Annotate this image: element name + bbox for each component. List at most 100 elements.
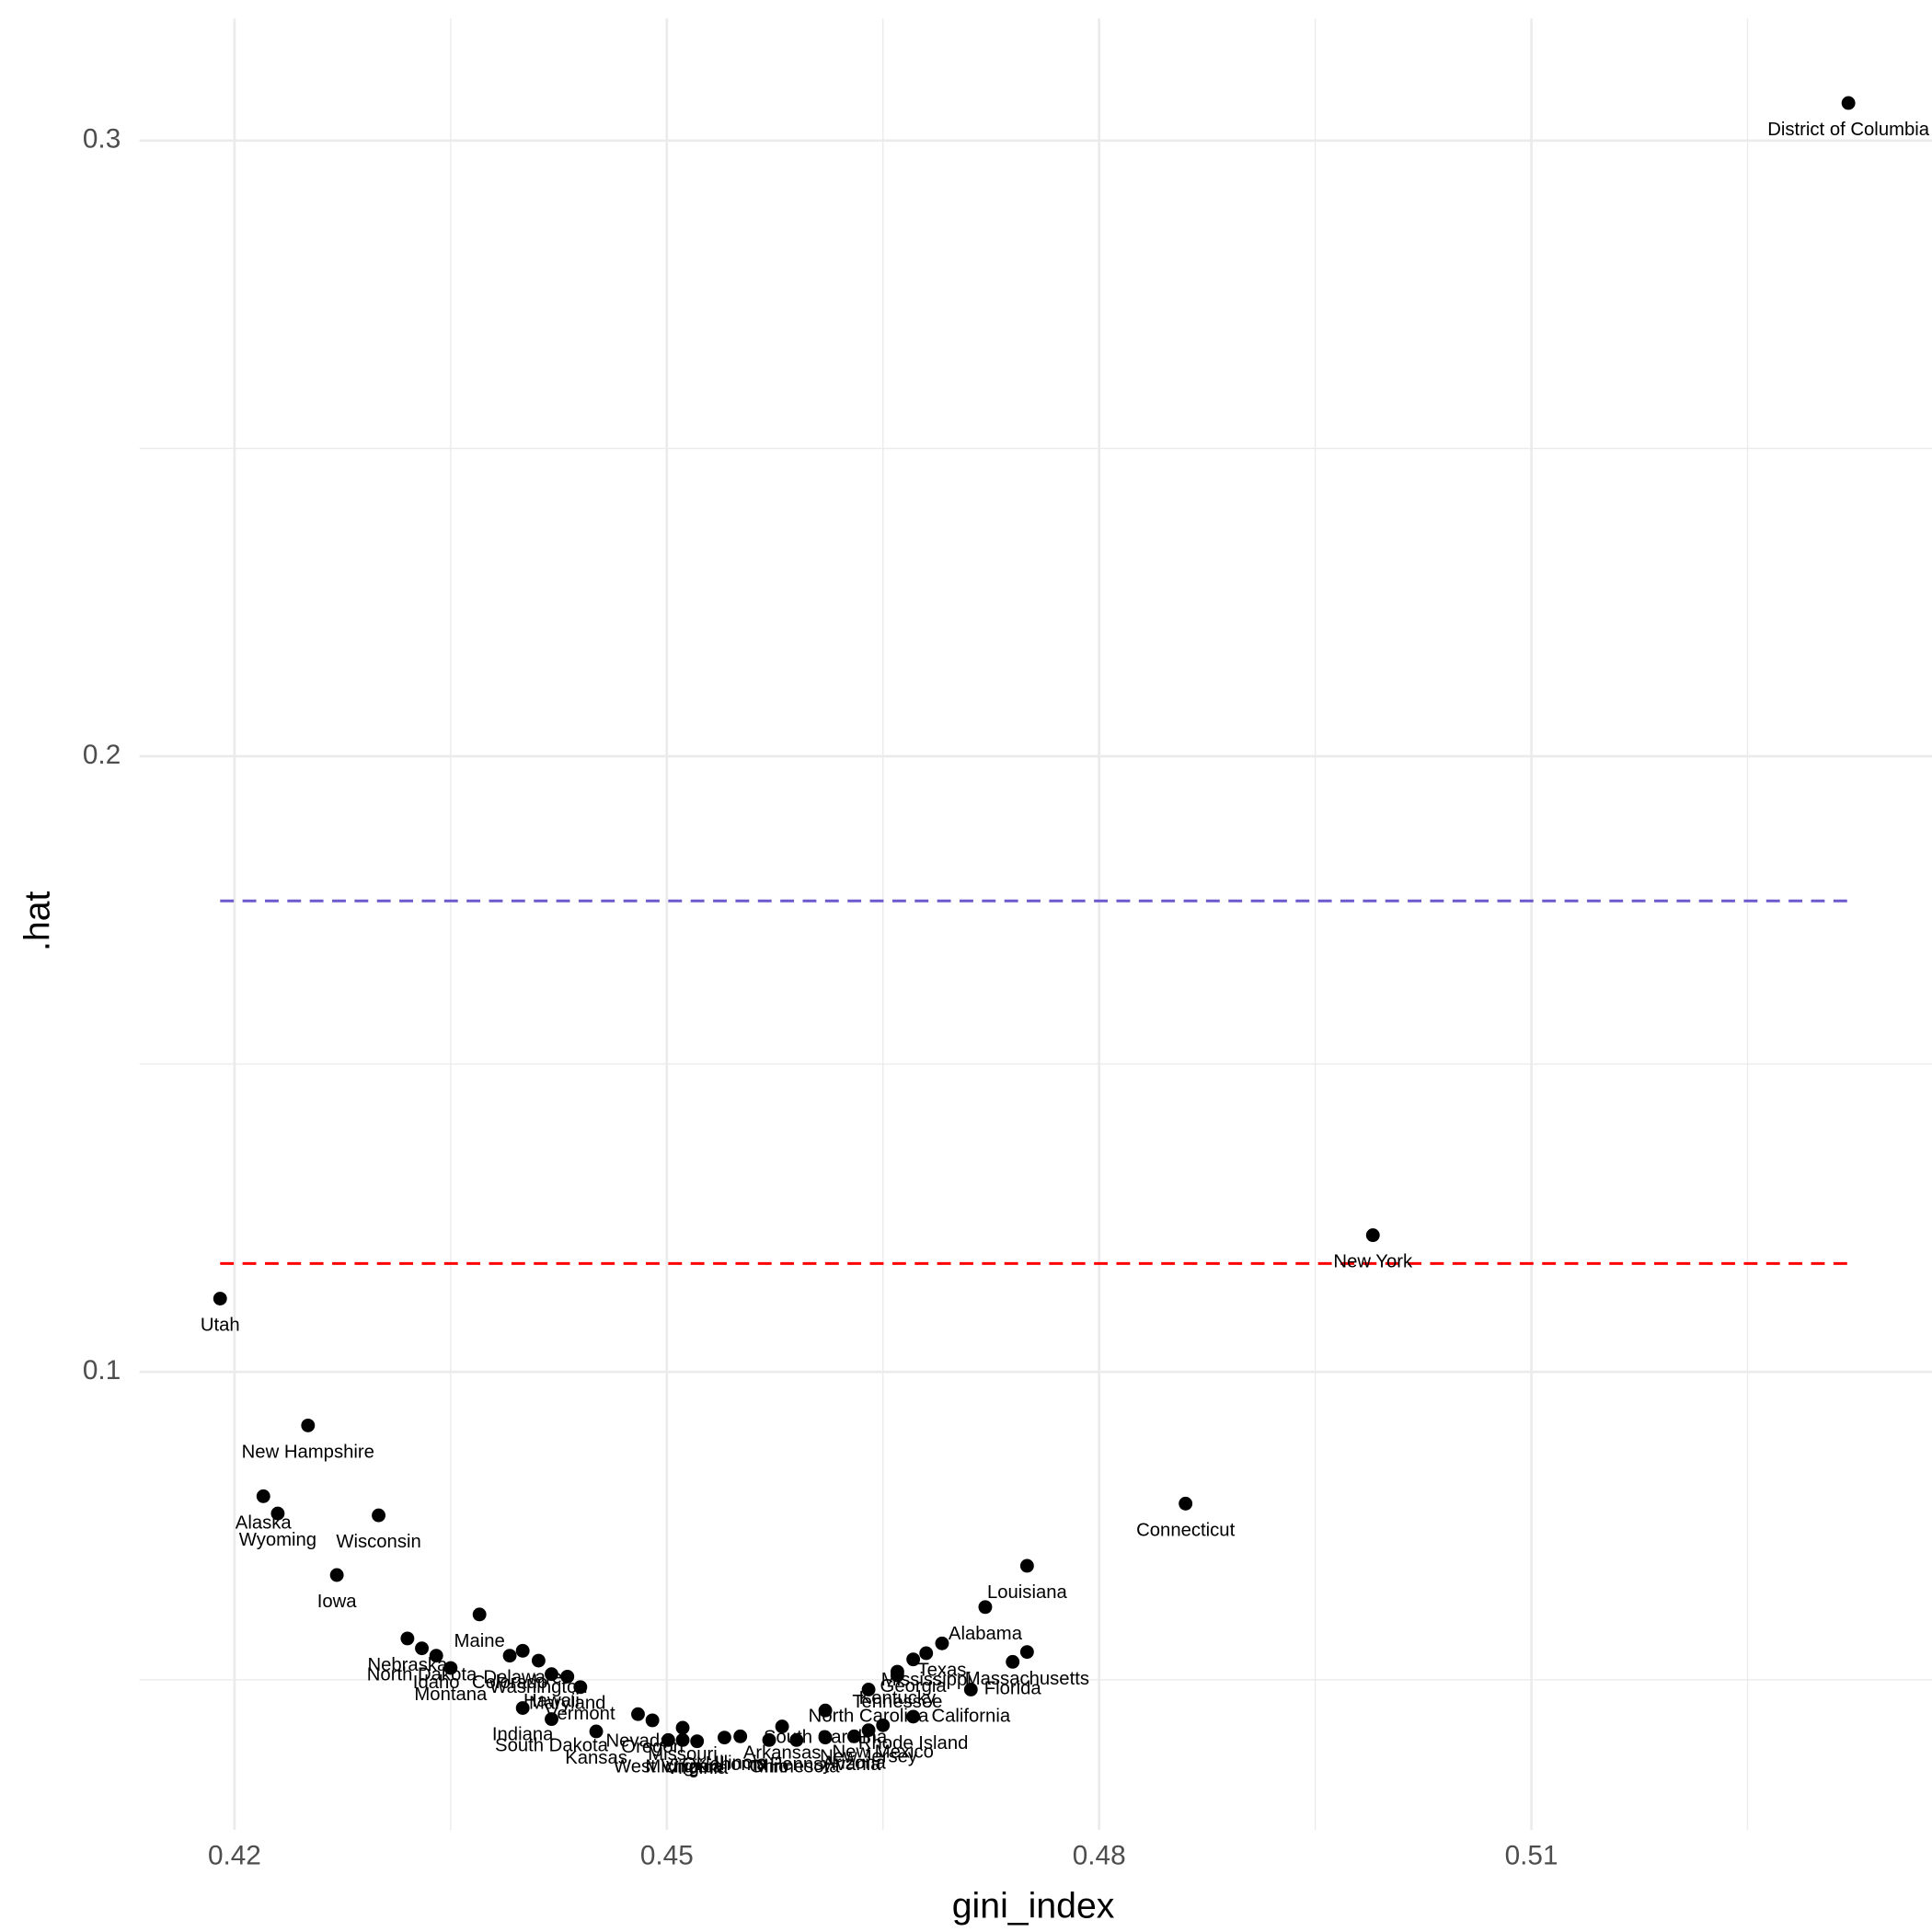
- point-label: North Carolina: [809, 1707, 929, 1727]
- point: [531, 1653, 546, 1668]
- x-tick-label: 0.45: [640, 1841, 694, 1871]
- point: [589, 1724, 604, 1739]
- point-label: Idaho: [413, 1673, 460, 1693]
- point-label: Tennessee: [852, 1692, 942, 1712]
- point-label: Florida: [984, 1678, 1042, 1698]
- point: [472, 1607, 487, 1622]
- point-label: Ohio: [750, 1756, 789, 1777]
- point: [846, 1729, 861, 1743]
- point: [443, 1661, 458, 1675]
- point-label: Massachusetts: [965, 1669, 1089, 1689]
- point: [372, 1508, 385, 1523]
- point: [1006, 1654, 1020, 1669]
- x-axis-title: gini_index: [952, 1886, 1115, 1926]
- point-label: Delaware: [483, 1667, 562, 1687]
- point-label: Alabama: [949, 1624, 1023, 1644]
- point: [515, 1701, 530, 1715]
- point-label: Georgia: [880, 1676, 948, 1696]
- point: [935, 1636, 949, 1650]
- point-label: Michigan: [645, 1756, 719, 1777]
- point: [545, 1712, 558, 1727]
- point-label: Minnesota: [753, 1756, 840, 1777]
- point: [718, 1731, 731, 1745]
- point: [890, 1668, 904, 1683]
- point: [978, 1600, 993, 1615]
- point-label: District of Columbia: [1767, 120, 1930, 140]
- point-label: South Dakota: [495, 1736, 609, 1756]
- y-axis-title: .hat: [17, 891, 58, 951]
- x-tick-label: 0.42: [208, 1841, 261, 1871]
- point-label: Rhode Island: [858, 1733, 969, 1754]
- point-label: New Jersey: [820, 1747, 918, 1767]
- point: [762, 1732, 776, 1747]
- x-tick-label: 0.51: [1505, 1841, 1558, 1871]
- point: [818, 1731, 833, 1745]
- point-label: New York: [1333, 1252, 1413, 1272]
- point-label: Colorado: [472, 1673, 547, 1693]
- point: [789, 1732, 804, 1747]
- point: [1841, 96, 1856, 110]
- point-label: Illinois: [715, 1753, 766, 1773]
- point-label: Mississippi: [881, 1670, 972, 1690]
- point-label: Oregon: [621, 1737, 684, 1757]
- point: [631, 1707, 645, 1721]
- point-label: Kansas: [565, 1748, 627, 1768]
- point: [415, 1641, 429, 1656]
- point: [661, 1732, 675, 1747]
- y-tick-label: 0.2: [83, 740, 121, 770]
- point-label: Nebraska: [367, 1655, 448, 1675]
- point: [861, 1723, 876, 1738]
- point-label: Louisiana: [987, 1582, 1068, 1603]
- point-label: Montana: [414, 1685, 488, 1705]
- point: [690, 1734, 705, 1749]
- point: [675, 1720, 690, 1735]
- point: [329, 1568, 344, 1582]
- point-label: Washington: [489, 1677, 587, 1697]
- point: [1365, 1228, 1380, 1243]
- y-tick-label: 0.1: [83, 1355, 121, 1386]
- point-label: Iowa: [317, 1592, 358, 1612]
- point: [1019, 1645, 1034, 1660]
- point-label: Hawaii: [523, 1691, 580, 1711]
- point-label: Indiana: [492, 1725, 554, 1745]
- point: [502, 1649, 517, 1663]
- point-label: Pennsylvania: [770, 1754, 881, 1775]
- point: [515, 1643, 530, 1658]
- point: [270, 1506, 285, 1521]
- point-label: Oklahoma: [682, 1754, 767, 1775]
- point: [919, 1646, 934, 1661]
- point-label: Wisconsin: [336, 1532, 420, 1552]
- point-label: Wyoming: [239, 1530, 316, 1550]
- point: [1019, 1558, 1034, 1573]
- point: [545, 1667, 558, 1682]
- point-label: Kentucky: [859, 1688, 937, 1708]
- point: [573, 1680, 588, 1695]
- point: [876, 1718, 891, 1732]
- point: [400, 1631, 415, 1646]
- y-tick-label: 0.3: [83, 124, 121, 155]
- point-label: Missouri: [648, 1744, 718, 1765]
- point: [775, 1719, 789, 1734]
- point: [818, 1703, 833, 1718]
- point-label: Utah: [201, 1316, 240, 1336]
- point: [906, 1709, 921, 1724]
- point-label: Arizona: [822, 1753, 886, 1773]
- point-label: West Virginia: [614, 1756, 723, 1777]
- point: [733, 1729, 748, 1743]
- point-label: Connecticut: [1136, 1521, 1235, 1541]
- point-label: Vermont: [546, 1704, 615, 1724]
- point: [861, 1683, 876, 1696]
- point: [645, 1713, 660, 1728]
- point: [906, 1652, 921, 1667]
- x-tick-label: 0.48: [1073, 1841, 1126, 1871]
- point-label: California: [931, 1707, 1010, 1727]
- point: [256, 1489, 270, 1503]
- point-label: New Hampshire: [242, 1443, 374, 1463]
- point-label: New Mexico: [833, 1742, 934, 1762]
- point: [301, 1418, 316, 1432]
- point-label: Arkansas: [743, 1743, 822, 1764]
- point: [429, 1649, 443, 1663]
- point: [1179, 1496, 1193, 1511]
